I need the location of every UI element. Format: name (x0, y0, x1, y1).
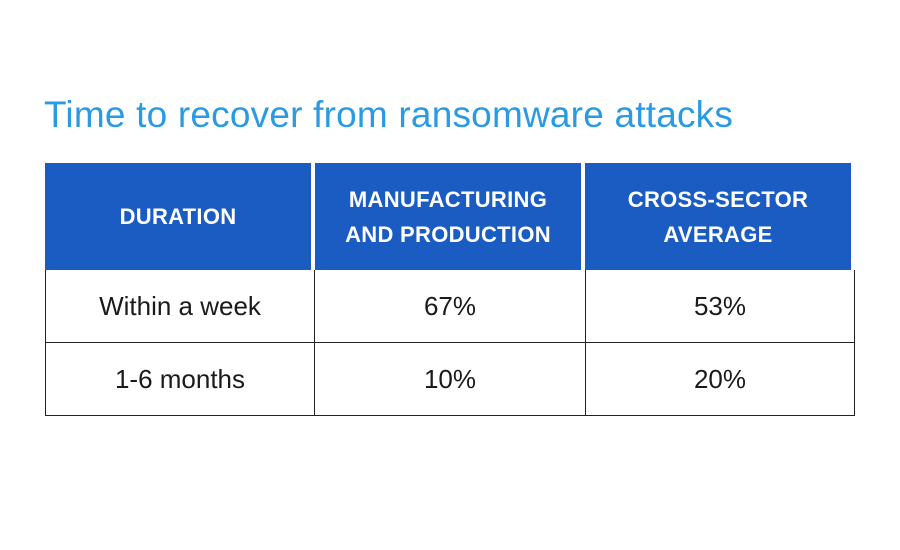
recovery-time-table: DURATION MANUFACTURING AND PRODUCTION CR… (45, 163, 855, 416)
duration-cell: Within a week (46, 270, 315, 342)
manufacturing-value-cell: 10% (315, 343, 586, 415)
table-body: Within a week 67% 53% 1-6 months 10% 20% (45, 270, 855, 416)
manufacturing-value-cell: 67% (315, 270, 586, 342)
table-row: 1-6 months 10% 20% (46, 342, 854, 415)
header-cross-sector: CROSS-SECTOR AVERAGE (585, 163, 851, 270)
cross-sector-value-cell: 53% (693, 290, 747, 321)
cross-sector-value-cell: 20% (693, 363, 747, 394)
duration-cell: 1-6 months (46, 343, 315, 415)
table-row: Within a week 67% 53% (46, 270, 854, 342)
chart-title: Time to recover from ransomware attacks (44, 94, 734, 135)
header-duration: DURATION (45, 163, 311, 270)
header-manufacturing: MANUFACTURING AND PRODUCTION (315, 163, 581, 270)
table-header-row: DURATION MANUFACTURING AND PRODUCTION CR… (45, 163, 855, 270)
